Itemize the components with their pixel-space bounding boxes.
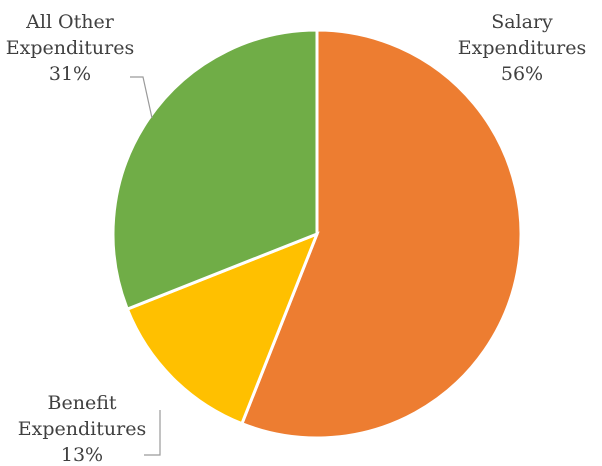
pie-slice-all-other	[111, 28, 319, 312]
leader-line-all-other	[130, 76, 153, 119]
data-label-benefit: Benefit Expenditures 13%	[18, 392, 146, 466]
label-benefit-line2: Expenditures	[18, 418, 146, 440]
label-all-other-value: 31%	[49, 63, 91, 85]
pie-slice-salary	[239, 28, 523, 440]
label-salary-line2: Expenditures	[458, 37, 586, 59]
data-label-all-other: All Other Expenditures 31%	[6, 11, 134, 85]
label-salary-value: 56%	[501, 63, 543, 85]
label-benefit-value: 13%	[61, 444, 103, 466]
label-all-other-line1: All Other	[25, 11, 115, 33]
label-salary-line1: Salary	[491, 11, 553, 33]
data-label-salary: Salary Expenditures 56%	[458, 11, 586, 85]
label-benefit-line1: Benefit	[48, 392, 117, 414]
label-all-other-line2: Expenditures	[6, 37, 134, 59]
pie-slices	[111, 28, 523, 440]
leader-line-benefit	[144, 410, 161, 456]
pie-slice-benefit	[125, 231, 320, 426]
